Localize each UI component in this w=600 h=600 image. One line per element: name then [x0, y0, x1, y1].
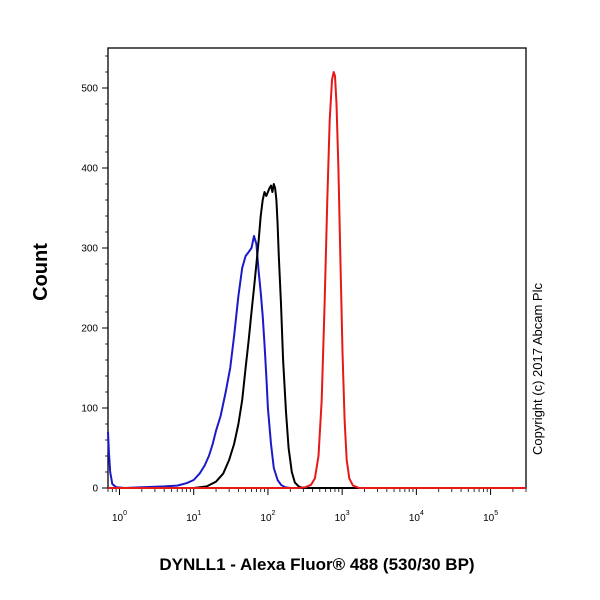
x-axis-title: DYNLL1 - Alexa Fluor® 488 (530/30 BP)	[159, 555, 474, 574]
y-tick-label: 300	[81, 244, 98, 255]
x-tick-label: 104	[409, 510, 424, 524]
x-tick-base: 10	[409, 513, 421, 524]
x-tick-exponent: 3	[346, 510, 350, 517]
y-tick-label: 0	[92, 484, 98, 495]
x-tick-exponent: 1	[197, 510, 201, 517]
y-tick-label: 200	[81, 324, 98, 335]
x-tick-exponent: 0	[123, 510, 127, 517]
x-axis-ticks: 100 101 102 103 104 105	[107, 488, 527, 524]
x-tick-exponent: 4	[420, 510, 424, 517]
x-tick-base: 10	[335, 513, 347, 524]
y-tick-label: 500	[81, 84, 98, 95]
x-tick-label: 100	[112, 510, 127, 524]
histogram-series-1	[107, 235, 526, 489]
x-tick-label: 103	[335, 510, 350, 524]
x-tick-base: 10	[186, 513, 198, 524]
y-axis-title: Count	[30, 243, 52, 301]
x-tick-exponent: 2	[272, 510, 276, 517]
x-tick-base: 10	[260, 513, 272, 524]
histogram-series-2	[108, 183, 526, 489]
x-tick-label: 105	[483, 510, 498, 524]
y-tick-label: 400	[81, 164, 98, 175]
y-axis-ticks: 0 100 200 300 400 500	[81, 55, 108, 495]
x-tick-label: 101	[186, 510, 201, 524]
x-tick-label: 102	[260, 510, 275, 524]
series-layer	[107, 71, 526, 489]
x-tick-base: 10	[483, 513, 495, 524]
plot-frame	[107, 47, 527, 489]
histogram-series-3	[108, 71, 526, 489]
y-tick-label: 100	[81, 404, 98, 415]
x-tick-base: 10	[112, 513, 124, 524]
x-tick-exponent: 5	[494, 510, 498, 517]
copyright-notice: Copyright (c) 2017 Abcam Plc	[530, 283, 545, 455]
